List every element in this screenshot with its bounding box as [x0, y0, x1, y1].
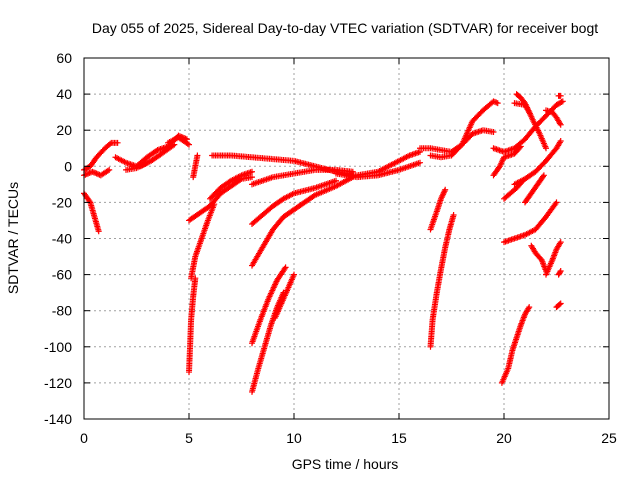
series-arc-16	[249, 177, 339, 228]
series-arc-24	[490, 98, 566, 155]
y-tick-label: -140	[44, 411, 72, 427]
x-axis-label: GPS time / hours	[292, 456, 399, 472]
data-point	[518, 178, 525, 185]
data-markers	[81, 91, 566, 395]
y-tick-label: -60	[52, 267, 72, 283]
series-arc-15	[249, 166, 356, 188]
y-ticks: -140 -120 -100 -80 -60 -40 -20 0 20 40 60	[44, 50, 609, 427]
series-arc-37	[522, 172, 547, 206]
series-arc-34	[555, 267, 564, 278]
series-arc-18	[333, 159, 423, 181]
data-point	[490, 129, 497, 136]
x-tick-label: 0	[80, 430, 88, 446]
data-point	[557, 92, 564, 99]
data-point	[556, 301, 563, 308]
series-arc-32	[543, 239, 564, 278]
x-tick-label: 20	[496, 430, 512, 446]
data-point	[526, 304, 533, 311]
y-tick-label: 0	[64, 158, 72, 174]
x-tick-label: 15	[391, 430, 407, 446]
data-point	[333, 177, 339, 184]
data-point	[272, 314, 279, 321]
y-tick-label: -40	[52, 231, 72, 247]
data-point	[190, 174, 197, 181]
data-point	[186, 141, 192, 148]
data-point	[557, 121, 564, 128]
data-point	[282, 264, 289, 271]
data-point	[349, 168, 356, 175]
data-point	[114, 139, 121, 146]
data-point	[104, 167, 111, 174]
series-arc-22	[427, 212, 457, 350]
data-point	[249, 168, 255, 175]
data-point	[557, 269, 563, 276]
series-arc-39	[123, 159, 150, 173]
series-arc-07	[188, 201, 218, 282]
series-arc-01	[81, 139, 121, 173]
y-tick-label: -20	[52, 194, 72, 210]
data-point	[86, 198, 93, 205]
data-point	[106, 166, 113, 173]
y-tick-label: 60	[56, 50, 72, 66]
data-point	[450, 212, 457, 219]
data-point	[211, 201, 218, 208]
data-point	[493, 99, 500, 106]
data-point	[144, 159, 150, 166]
series-arc-03	[81, 166, 113, 179]
data-point	[557, 138, 564, 145]
data-point	[540, 172, 547, 179]
data-point	[249, 174, 255, 181]
data-point	[494, 100, 501, 107]
series-arc-33	[553, 300, 564, 311]
series-arc-21	[427, 186, 449, 233]
y-axis-label: SDTVAR / TECUs	[5, 182, 21, 294]
data-point	[184, 140, 191, 147]
data-point	[417, 159, 423, 166]
data-point	[559, 98, 566, 105]
data-point	[543, 145, 549, 152]
series-arc-12	[249, 264, 289, 347]
series-arc-26	[513, 91, 533, 116]
series-arc-40	[190, 152, 201, 181]
y-tick-label: 20	[56, 122, 72, 138]
data-point	[192, 275, 199, 282]
series-arc-10	[207, 168, 255, 202]
data-point	[526, 109, 533, 116]
series-arc-14	[272, 271, 297, 321]
data-point	[558, 99, 565, 106]
y-tick-label: -80	[52, 303, 72, 319]
y-tick-label: -120	[44, 375, 72, 391]
series-arc-02	[81, 190, 102, 235]
series-arc-29	[501, 199, 560, 246]
data-point	[557, 239, 564, 246]
data-point	[557, 300, 564, 307]
series-arc-06	[186, 174, 255, 224]
y-tick-label: 40	[56, 86, 72, 102]
data-point	[519, 177, 526, 184]
data-point	[107, 140, 114, 147]
x-tick-label: 10	[286, 430, 302, 446]
series-arc-36	[501, 177, 526, 202]
data-point	[540, 173, 546, 180]
x-tick-label: 5	[185, 430, 193, 446]
data-point	[95, 228, 102, 235]
series-arc-28	[543, 107, 564, 128]
data-point	[90, 169, 97, 176]
x-ticks: 0 5 10 15 20 25	[80, 58, 617, 446]
y-tick-label: -100	[44, 339, 72, 355]
series-arc-35	[498, 304, 533, 386]
series-arc-38	[165, 134, 192, 148]
data-point	[553, 199, 560, 206]
data-point	[83, 171, 90, 178]
x-tick-label: 25	[601, 430, 617, 446]
data-point	[442, 186, 449, 193]
series-arc-20	[427, 127, 497, 161]
series-arc-27	[555, 92, 564, 99]
chart-title: Day 055 of 2025, Sidereal Day-to-day VTE…	[92, 20, 598, 36]
data-point	[557, 267, 564, 274]
series-arc-08	[186, 275, 199, 376]
